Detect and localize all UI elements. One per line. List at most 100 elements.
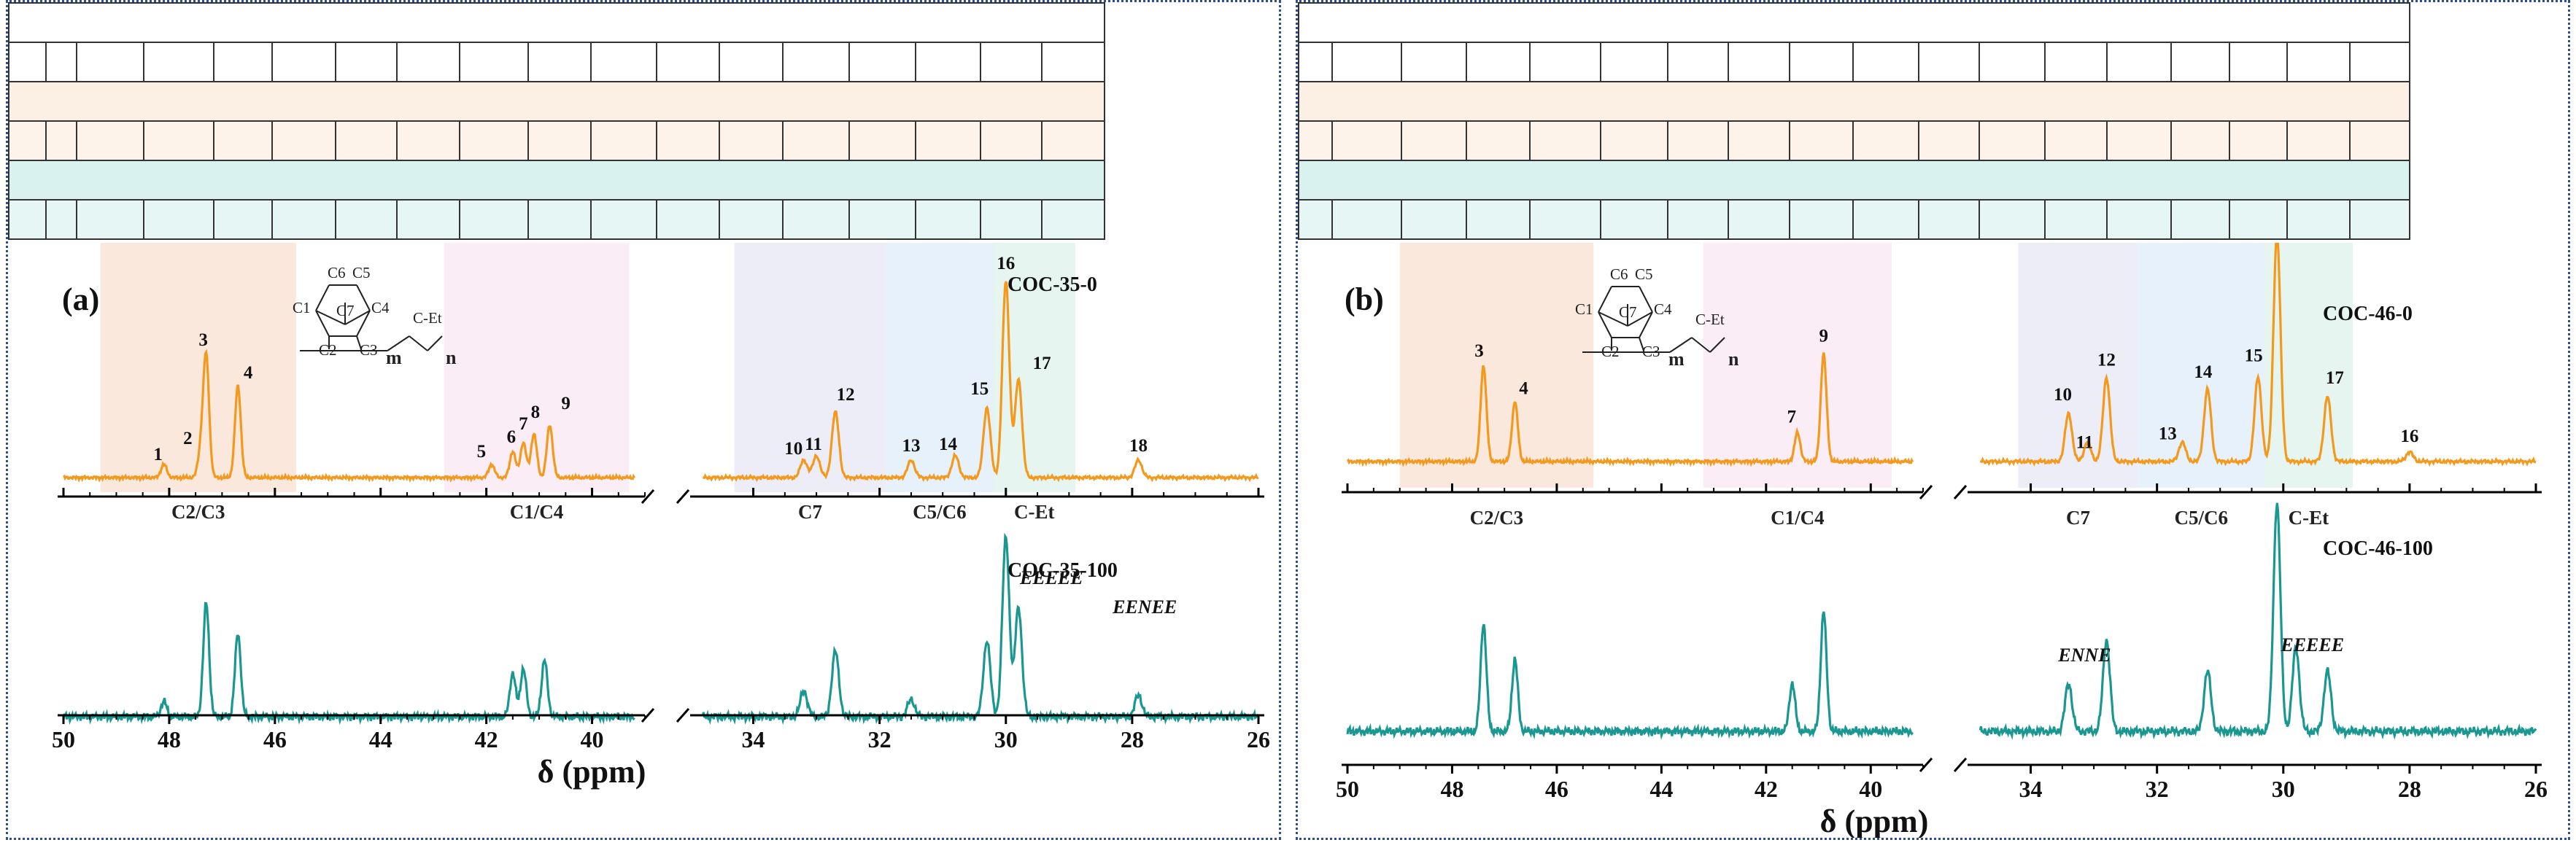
- integration-value: [980, 120, 1043, 161]
- column-header: [459, 42, 529, 82]
- trace-coc-35-0-seg0: [63, 349, 635, 483]
- integration-value: [2170, 199, 2230, 240]
- integration-value: [1298, 199, 1333, 240]
- column-header: [45, 42, 77, 82]
- column-header: [1466, 42, 1531, 82]
- axis-break-mark: [1953, 758, 1968, 772]
- integration-value: [656, 120, 720, 161]
- axis-break-mark: [1919, 485, 1933, 499]
- tick-label: 28: [1121, 726, 1144, 752]
- bond: [356, 335, 362, 350]
- peak-label: 8: [531, 402, 541, 422]
- structure-label: C6: [328, 264, 346, 281]
- peak-label: 16: [997, 254, 1015, 273]
- peak-label: 12: [2097, 351, 2116, 370]
- band-label: C1/C4: [1771, 507, 1825, 529]
- column-header: [915, 42, 981, 82]
- bond: [1639, 337, 1644, 351]
- column-header: [396, 42, 460, 82]
- bond: [315, 284, 330, 311]
- bond: [1598, 311, 1612, 338]
- integration-value: [719, 120, 784, 161]
- column-header: [213, 42, 273, 82]
- integration-value: [2286, 199, 2351, 240]
- band-label: C2/C3: [1470, 507, 1524, 529]
- column-header: [590, 42, 657, 82]
- trace-coc-46-100-seg0: [1346, 611, 1914, 740]
- bond: [356, 284, 371, 311]
- panel-a: C2/C3 C1/C4 C7 C5/C6 C-Et COC-35-0 1 2 3 4 5 6 7 8 9 10…: [6, 0, 1281, 840]
- band-c1c4: [1703, 243, 1892, 488]
- peak-label: 14: [2194, 362, 2213, 382]
- column-header: [2044, 42, 2108, 82]
- peak-label: 12: [837, 385, 855, 405]
- integration-value: [2106, 120, 2172, 161]
- peak-label: 15: [2245, 346, 2263, 366]
- bond: [356, 310, 371, 337]
- integration-value: [459, 120, 529, 161]
- structure-label: C2: [1601, 343, 1620, 360]
- integration-value: [1918, 199, 1980, 240]
- integration-value: [8, 199, 47, 240]
- band-label: C-Et: [2289, 507, 2329, 529]
- bond: [387, 335, 410, 351]
- series-label: COC-46-0: [2323, 303, 2413, 325]
- column-header: [719, 42, 784, 82]
- structure-label: C4: [1654, 300, 1672, 318]
- integration-table-b: [1297, 2, 2411, 240]
- structure-label: C1: [1575, 300, 1593, 318]
- integration-value: [271, 120, 336, 161]
- peak-label: 10: [2054, 385, 2072, 405]
- integration-value: [1040, 120, 1106, 161]
- bond: [1627, 311, 1653, 327]
- peak-label: 17: [2326, 368, 2344, 388]
- column-header: [8, 42, 47, 82]
- column-header: [1401, 42, 1467, 82]
- peak-label: 4: [1519, 379, 1528, 399]
- table-title: [7, 2, 1106, 43]
- tick-label: 32: [868, 726, 891, 752]
- integration-value: [2348, 120, 2411, 161]
- tick-label: 34: [742, 726, 765, 752]
- integration-value: [1667, 199, 1729, 240]
- tick-label: 50: [1336, 776, 1359, 802]
- integration-value: [1979, 199, 2046, 240]
- column-header: [1728, 42, 1790, 82]
- band-label: C5/C6: [2175, 507, 2229, 529]
- integration-value: [1667, 120, 1729, 161]
- tick-label: 48: [1440, 776, 1463, 802]
- integration-value: [2044, 199, 2108, 240]
- bond: [1598, 286, 1612, 313]
- peak-label: 7: [1787, 407, 1797, 427]
- peak-label: 5: [477, 442, 487, 462]
- structure-label: C6: [1610, 265, 1628, 283]
- structure-label: C5: [352, 264, 371, 281]
- column-header: [527, 42, 592, 82]
- integration-value: [1728, 120, 1790, 161]
- column-header: [2170, 42, 2230, 82]
- sample-row-title: [7, 81, 1106, 122]
- column-header: [848, 42, 916, 82]
- column-header: [1979, 42, 2046, 82]
- peak-label: 9: [561, 394, 570, 413]
- peak-label: 13: [2159, 424, 2177, 444]
- sample-row-title: [1297, 160, 2411, 201]
- column-header: [2106, 42, 2172, 82]
- integration-value: [1466, 120, 1531, 161]
- tick-label: 40: [581, 726, 604, 752]
- band-label: C1/C4: [510, 501, 564, 523]
- tick-label: 50: [52, 726, 75, 752]
- column-header: [1600, 42, 1668, 82]
- peak-label: 3: [198, 330, 208, 350]
- integration-value: [335, 120, 398, 161]
- trace-coc-46-0-seg0: [1347, 352, 1914, 467]
- band-label: C-Et: [1014, 501, 1055, 523]
- column-header: [2229, 42, 2288, 82]
- integration-value: [2170, 120, 2230, 161]
- bond: [409, 335, 428, 351]
- integration-value: [1600, 199, 1668, 240]
- axis-break-mark: [641, 489, 655, 504]
- column-header: [1789, 42, 1854, 82]
- column-header: [656, 42, 720, 82]
- integration-value: [782, 199, 850, 240]
